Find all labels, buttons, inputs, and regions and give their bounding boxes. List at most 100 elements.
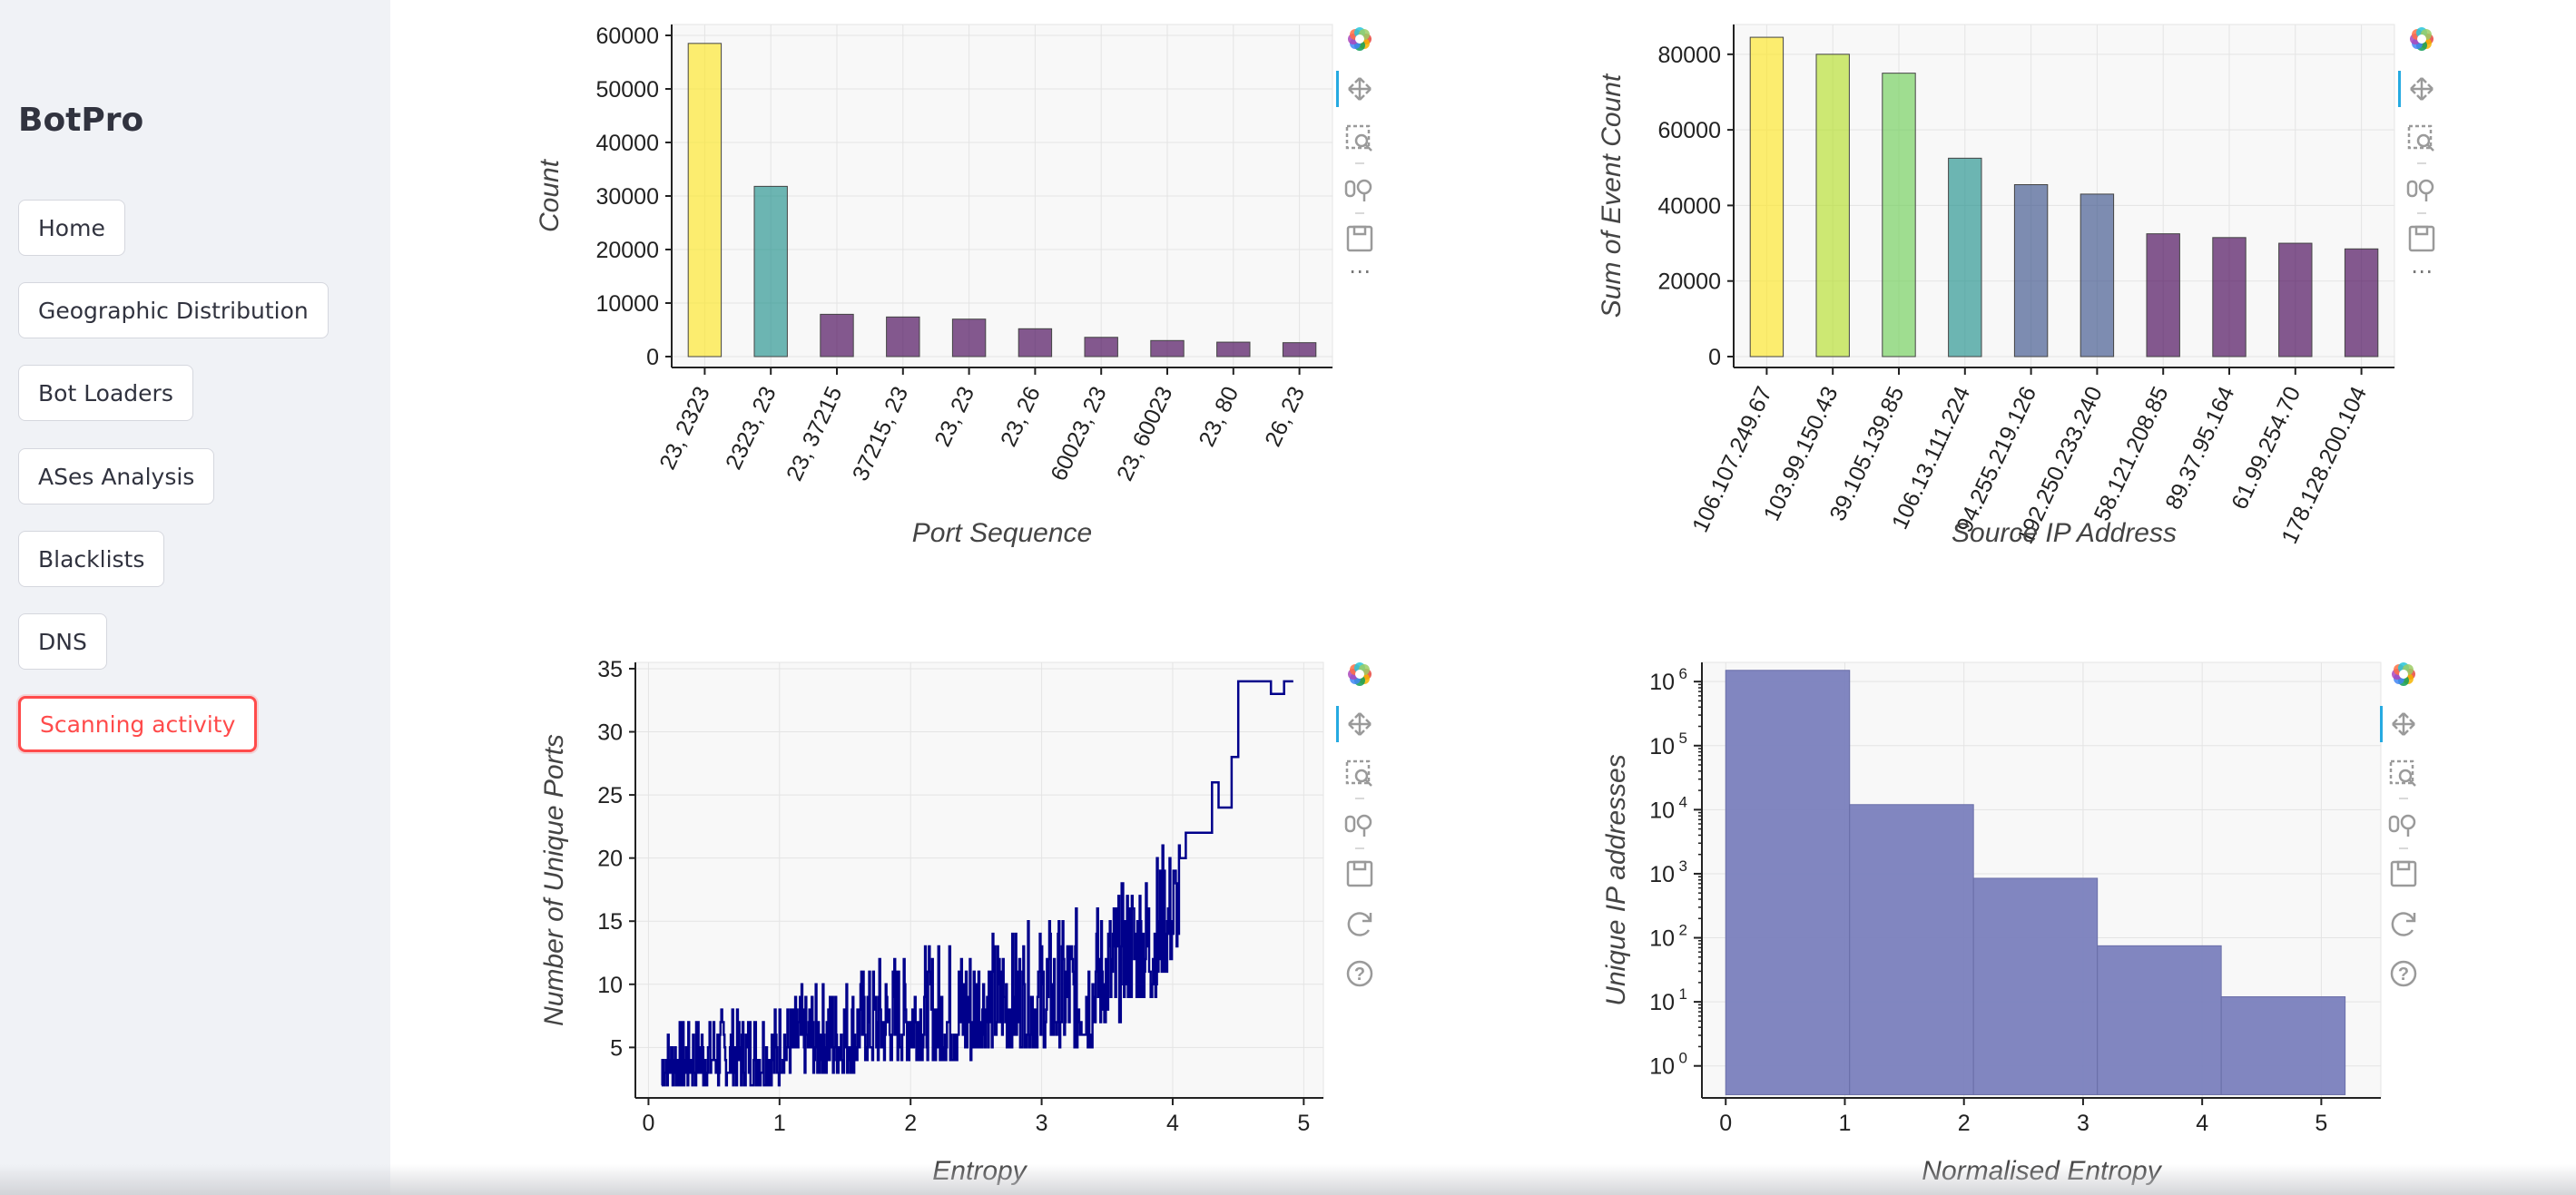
wheel-zoom-icon[interactable] <box>2406 179 2434 201</box>
active-tool-indicator <box>2380 706 2383 742</box>
wheel-zoom-lens <box>1356 814 1372 830</box>
bokeh-logo-icon <box>1348 662 1372 686</box>
wheel-zoom-icon[interactable] <box>2388 814 2416 837</box>
bar <box>2013 184 2049 358</box>
y-tick-exponent: 3 <box>1679 857 1687 875</box>
box-zoom-icon[interactable] <box>1345 124 1372 152</box>
y-tick-label: 20000 <box>595 238 659 263</box>
x-tick-label: 23, 23 <box>929 383 979 451</box>
wheel-zoom-mouse <box>1344 815 1356 833</box>
box-zoom-lens <box>2398 769 2413 783</box>
bar <box>1882 73 1916 358</box>
entropy-ports-chart: 0123455101520253035EntropyNumber of Uniq… <box>539 657 1373 1186</box>
box-zoom-rect <box>2389 759 2414 785</box>
y-tick-label: 10000 <box>595 291 659 317</box>
box-zoom-icon[interactable] <box>2389 759 2416 787</box>
y-tick-base: 10 <box>1649 670 1675 695</box>
save-icon[interactable] <box>2408 225 2435 252</box>
nav-button-ases-analysis[interactable]: ASes Analysis <box>18 448 215 504</box>
plot-toolbar <box>1336 27 1373 252</box>
x-tick-label: 2323, 23 <box>721 383 782 474</box>
bokeh-logo-icon <box>2410 27 2433 51</box>
histogram-bar <box>1972 877 2099 1095</box>
x-tick-label: 2 <box>904 1111 917 1136</box>
wheel-zoom-lens <box>2400 814 2416 830</box>
nav-button-dns[interactable]: DNS <box>18 613 107 670</box>
y-tick-label: 25 <box>597 783 623 808</box>
normalised-entropy-chart: 012345100101102103104105106Normalised En… <box>1601 661 2417 1186</box>
y-tick-label: 20000 <box>1657 269 1721 295</box>
y-tick-label: 35 <box>597 657 623 682</box>
box-zoom-icon[interactable] <box>1345 759 1372 787</box>
x-tick-label: 4 <box>2196 1111 2208 1136</box>
nav-button-home[interactable]: Home <box>18 200 125 256</box>
nav-button-bot-loaders[interactable]: Bot Loaders <box>18 365 193 421</box>
reset-icon[interactable] <box>1347 912 1372 936</box>
wheel-zoom-mouse <box>2388 815 2400 833</box>
save-icon[interactable] <box>2390 860 2417 887</box>
nav-button-scanning-activity[interactable]: Scanning activity <box>18 696 258 752</box>
plot-toolbar <box>2398 27 2435 252</box>
y-tick-label: 50000 <box>595 77 659 103</box>
active-tool-indicator <box>1336 71 1339 107</box>
bar <box>1018 328 1053 358</box>
nav-button-blacklists[interactable]: Blacklists <box>18 531 165 587</box>
save-icon-body <box>1346 225 1373 252</box>
histogram-bar <box>2097 945 2222 1095</box>
y-axis-title: Unique IP addresses <box>1601 754 1631 1005</box>
y-axis-title: Sum of Event Count <box>1598 73 1627 318</box>
pan-icon-arrows <box>1348 712 1372 736</box>
y-tick-label: 15 <box>597 909 623 935</box>
x-axis-title: Source IP Address <box>1952 518 2177 548</box>
reset-arrow <box>2406 913 2416 923</box>
wheel-zoom-icon[interactable] <box>1344 179 1372 201</box>
wheel-zoom-icon[interactable] <box>1344 814 1372 837</box>
pan-icon[interactable] <box>2410 77 2433 101</box>
y-tick-exponent: 2 <box>1679 922 1687 939</box>
save-icon-body <box>2408 225 2435 252</box>
pan-icon[interactable] <box>2392 712 2415 736</box>
y-tick-label: 30000 <box>595 184 659 210</box>
reset-arrow <box>1362 913 1372 923</box>
help-icon[interactable]: ? <box>2390 960 2417 987</box>
y-tick-exponent: 0 <box>1679 1050 1687 1067</box>
box-zoom-icon[interactable] <box>2407 124 2434 152</box>
save-icon[interactable] <box>1346 225 1373 252</box>
nav-button-geographic-distribution[interactable]: Geographic Distribution <box>18 282 329 338</box>
x-tick-label: 23, 2323 <box>654 383 715 474</box>
save-icon-shutter <box>2396 860 2411 871</box>
active-tool-indicator <box>2398 71 2401 107</box>
save-icon-shutter <box>1352 860 1367 871</box>
x-tick-label: 23, 60023 <box>1112 383 1177 485</box>
box-zoom-handle <box>2408 779 2416 787</box>
y-tick-base: 10 <box>1649 798 1675 823</box>
reset-arc <box>1347 912 1372 936</box>
series-line <box>661 680 1293 1087</box>
help-icon[interactable]: ? <box>1346 960 1373 987</box>
x-tick-label: 5 <box>1297 1111 1310 1136</box>
pan-icon[interactable] <box>1348 712 1372 736</box>
y-tick-base: 10 <box>1649 1054 1675 1080</box>
bokeh-logo-icon <box>1348 27 1372 51</box>
y-tick-label: 5 <box>610 1035 623 1061</box>
pan-icon[interactable] <box>1348 77 1372 101</box>
save-icon-shutter <box>1352 225 1367 236</box>
y-tick-label: 60000 <box>595 24 659 49</box>
x-tick-label: 37215, 23 <box>848 383 913 485</box>
y-tick-base: 10 <box>1649 734 1675 759</box>
save-icon[interactable] <box>1346 860 1373 887</box>
box-zoom-rect <box>1345 124 1371 150</box>
x-tick-label: 1 <box>773 1111 786 1136</box>
wheel-zoom-lens <box>1356 179 1372 195</box>
plot-toolbar: ? <box>2380 662 2417 987</box>
x-tick-label: 23, 37215 <box>782 383 847 485</box>
x-axis-title: Port Sequence <box>912 518 1092 548</box>
histogram-bar <box>2220 996 2346 1095</box>
x-tick-label: 89.37.95.164 <box>2160 383 2239 514</box>
reset-icon[interactable] <box>2391 912 2416 936</box>
reset-arc <box>2391 912 2415 936</box>
source-ip-chart: 020000400006000080000106.107.249.67103.9… <box>1598 24 2435 548</box>
bar <box>1084 337 1118 358</box>
y-tick-label: 40000 <box>595 131 659 156</box>
x-tick-label: 0 <box>1719 1111 1732 1136</box>
